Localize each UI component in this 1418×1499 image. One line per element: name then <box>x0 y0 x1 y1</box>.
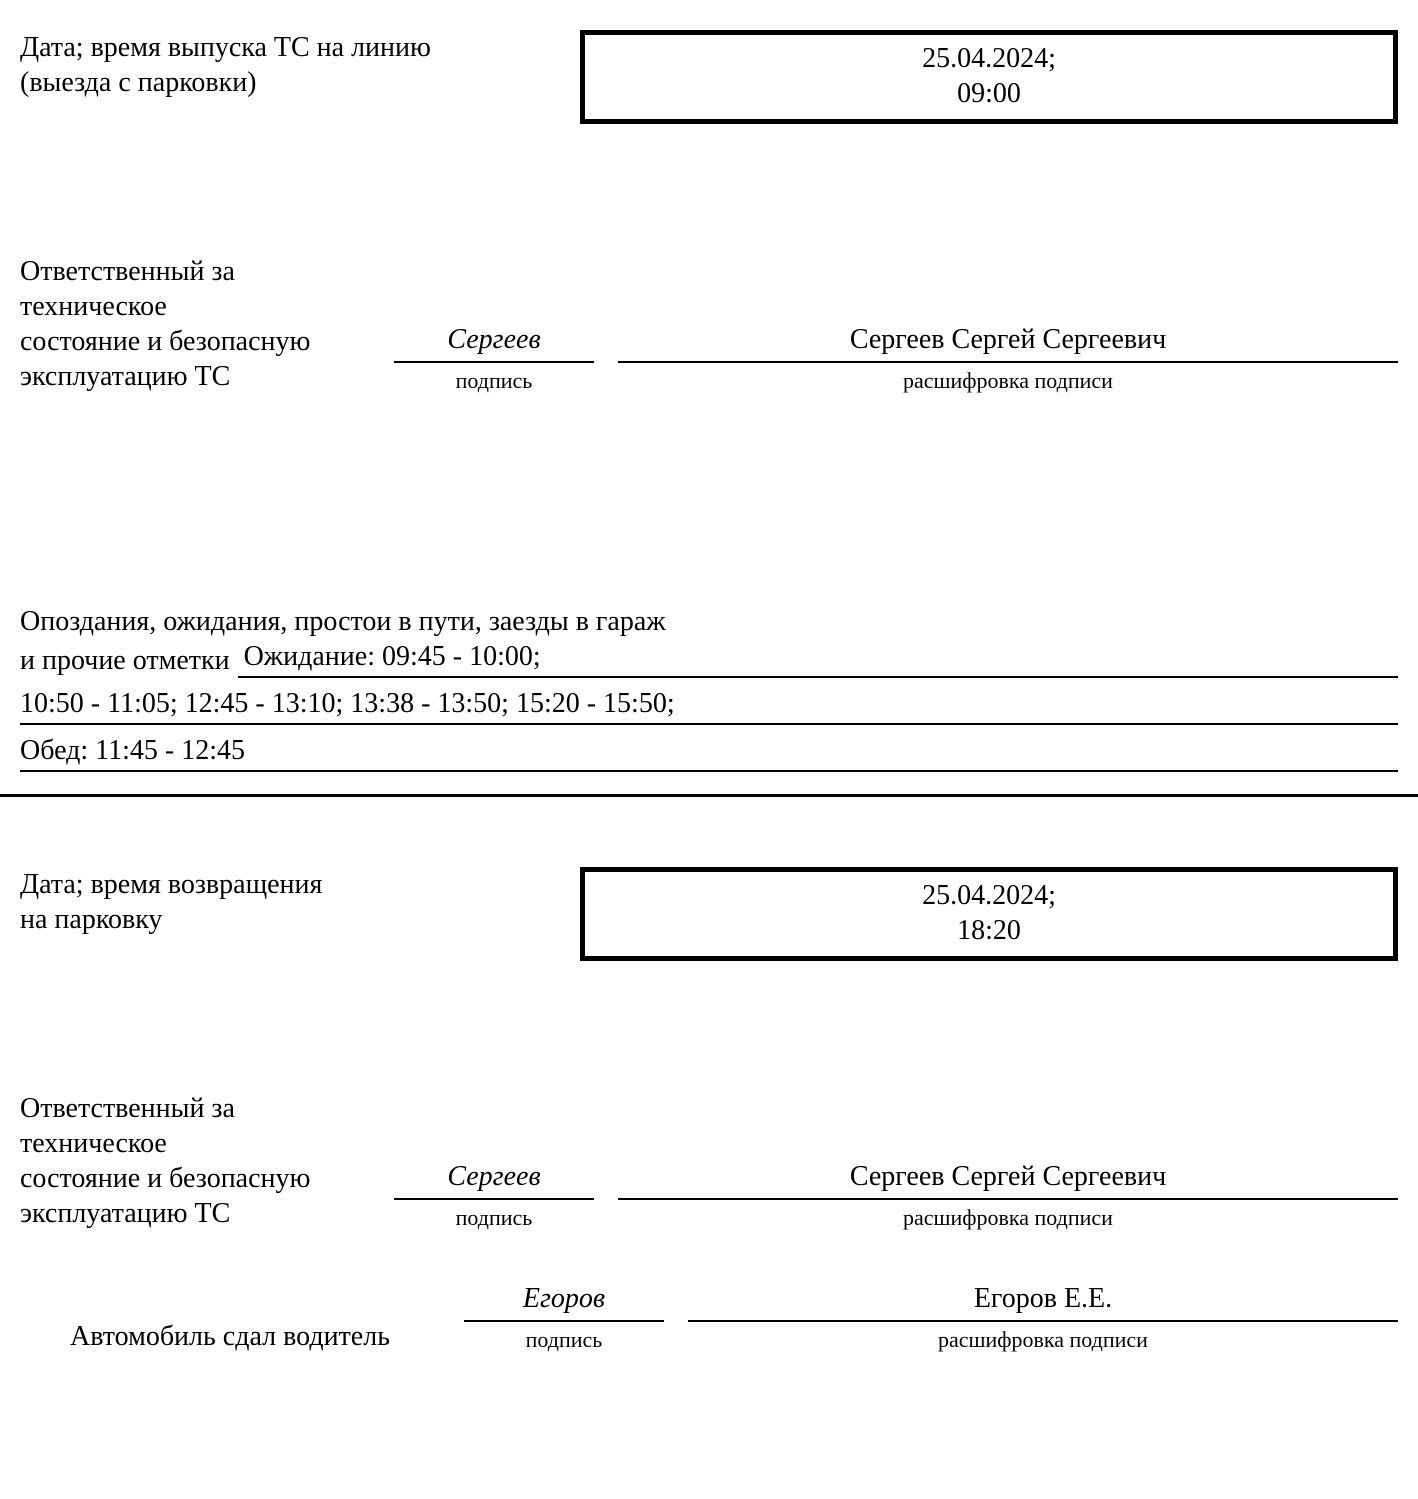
notes-lead-line2: и прочие отметки <box>20 643 238 678</box>
return-label-line2: на парковку <box>20 902 540 937</box>
responsible1-name-field: Сергеев Сергей Сергеевич расшифровка под… <box>618 322 1398 395</box>
responsible2-label-line2: состояние и безопасную <box>20 1161 370 1196</box>
driver-signature-caption: подпись <box>526 1326 603 1354</box>
responsible1-signature-caption: подпись <box>456 367 533 395</box>
responsible1-label: Ответственный за техническое состояние и… <box>20 254 370 394</box>
responsible1-label-line3: эксплуатацию ТС <box>20 359 370 394</box>
driver-signature-field: Егоров подпись <box>464 1281 664 1354</box>
departure-label-line1: Дата; время выпуска ТС на линию <box>20 30 540 65</box>
responsible2-label: Ответственный за техническое состояние и… <box>20 1091 370 1231</box>
responsible2-name-field: Сергеев Сергей Сергеевич расшифровка под… <box>618 1159 1398 1232</box>
notes-value-line1: Ожидание: 09:45 - 10:00; <box>238 639 1398 678</box>
departure-label-line2: (выезда с парковки) <box>20 65 540 100</box>
return-date: 25.04.2024; <box>595 878 1383 913</box>
return-time: 18:20 <box>595 913 1383 948</box>
return-label-line1: Дата; время возвращения <box>20 867 540 902</box>
responsible1-name-caption: расшифровка подписи <box>903 367 1113 395</box>
notes-inline-row: и прочие отметки Ожидание: 09:45 - 10:00… <box>20 639 1398 678</box>
departure-label: Дата; время выпуска ТС на линию (выезда … <box>20 30 540 100</box>
departure-datetime-box: 25.04.2024; 09:00 <box>580 30 1398 124</box>
responsible2-signature-caption: подпись <box>456 1204 533 1232</box>
driver-signature: Егоров <box>464 1281 664 1322</box>
return-datetime-box: 25.04.2024; 18:20 <box>580 867 1398 961</box>
departure-row: Дата; время выпуска ТС на линию (выезда … <box>20 30 1398 124</box>
notes-block: Опоздания, ожидания, простои в пути, зае… <box>20 604 1398 797</box>
responsible1-label-line2: состояние и безопасную <box>20 324 370 359</box>
responsible1-fullname: Сергеев Сергей Сергеевич <box>618 322 1398 363</box>
driver-name-caption: расшифровка подписи <box>938 1326 1148 1354</box>
responsible2-signature: Сергеев <box>394 1159 594 1200</box>
notes-value-line3: Обед: 11:45 - 12:45 <box>20 729 1398 772</box>
driver-fullname: Егоров Е.Е. <box>688 1281 1398 1322</box>
driver-label: Автомобиль сдал водитель <box>20 1319 440 1354</box>
return-row: Дата; время возвращения на парковку 25.0… <box>20 867 1398 961</box>
responsible2-name-caption: расшифровка подписи <box>903 1204 1113 1232</box>
responsible2-label-line1: Ответственный за техническое <box>20 1091 370 1161</box>
return-label: Дата; время возвращения на парковку <box>20 867 540 937</box>
waybill-form: Дата; время выпуска ТС на линию (выезда … <box>0 0 1418 1394</box>
notes-lead-line1: Опоздания, ожидания, простои в пути, зае… <box>20 604 1398 639</box>
responsible1-label-line1: Ответственный за техническое <box>20 254 370 324</box>
notes-value-line2: 10:50 - 11:05; 12:45 - 13:10; 13:38 - 13… <box>20 682 1398 725</box>
driver-row: Автомобиль сдал водитель Егоров подпись … <box>20 1281 1398 1354</box>
responsible1-signature-field: Сергеев подпись <box>394 322 594 395</box>
responsible-row-1: Ответственный за техническое состояние и… <box>20 254 1398 394</box>
responsible2-fullname: Сергеев Сергей Сергеевич <box>618 1159 1398 1200</box>
driver-name-field: Егоров Е.Е. расшифровка подписи <box>688 1281 1398 1354</box>
responsible2-label-line3: эксплуатацию ТС <box>20 1196 370 1231</box>
responsible1-signature: Сергеев <box>394 322 594 363</box>
departure-date: 25.04.2024; <box>595 41 1383 76</box>
responsible-row-2: Ответственный за техническое состояние и… <box>20 1091 1398 1231</box>
departure-time: 09:00 <box>595 76 1383 111</box>
responsible2-signature-field: Сергеев подпись <box>394 1159 594 1232</box>
